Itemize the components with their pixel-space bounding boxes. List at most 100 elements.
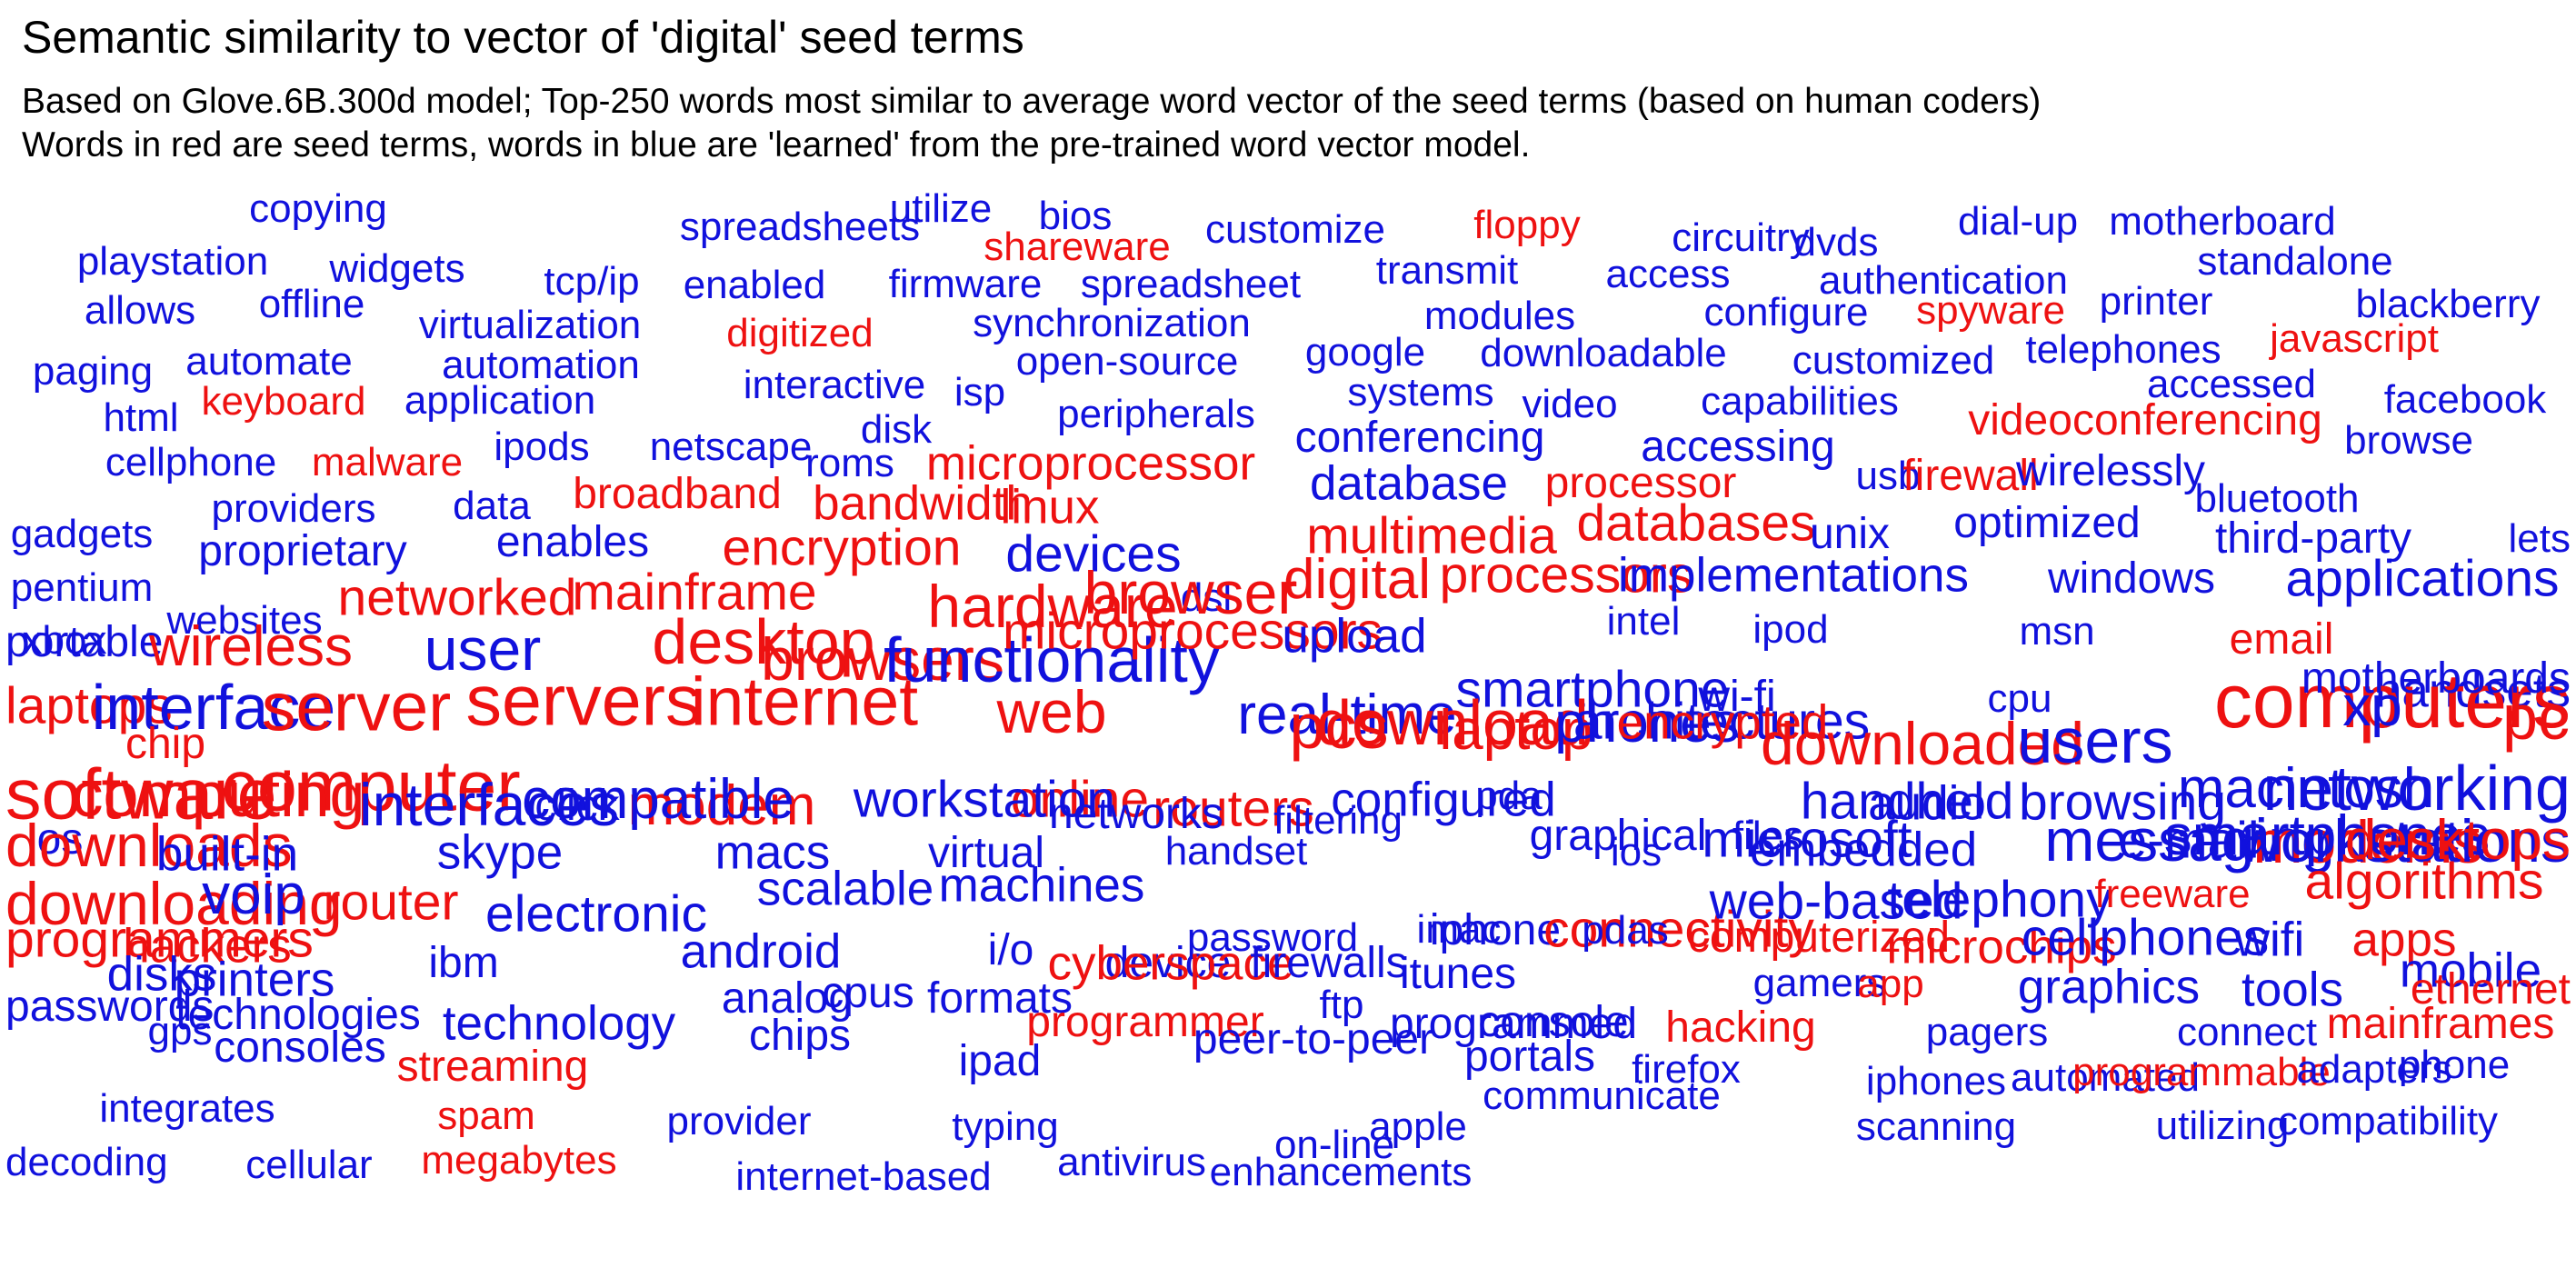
cloud-word-seed: router bbox=[323, 873, 459, 932]
cloud-word-learned: ibm bbox=[428, 939, 499, 987]
cloud-word-learned: voip bbox=[202, 864, 305, 926]
cloud-word-seed: digitized bbox=[726, 311, 874, 355]
cloud-word-learned: graphical bbox=[1529, 812, 1707, 860]
cloud-word-seed: download bbox=[1316, 687, 1589, 758]
cloud-word-learned: internet-based bbox=[735, 1154, 992, 1199]
cloud-word-learned: antivirus bbox=[1057, 1140, 1206, 1184]
cloud-word-learned: isp bbox=[954, 370, 1006, 414]
cloud-word-learned: handset bbox=[1164, 829, 1308, 874]
cloud-word-seed: wireless bbox=[149, 615, 353, 678]
cloud-word-seed: downloads bbox=[5, 812, 293, 879]
cloud-word-seed: encrypted bbox=[1616, 695, 1829, 750]
cloud-word-learned: transmit bbox=[1375, 248, 1519, 293]
cloud-word-learned: compatible bbox=[522, 768, 794, 831]
cloud-word-learned: macs bbox=[714, 825, 831, 880]
cloud-word-learned: browse bbox=[2344, 418, 2473, 463]
cloud-word-learned: compatibility bbox=[2277, 1099, 2499, 1143]
cloud-word-learned: android bbox=[680, 924, 842, 979]
cloud-word-learned: skype bbox=[436, 825, 564, 880]
cloud-word-learned: handsets bbox=[2374, 664, 2571, 718]
cloud-word-learned: console bbox=[1478, 998, 1629, 1046]
cloud-word-learned: virtual bbox=[927, 829, 1045, 877]
cloud-word-learned: offline bbox=[258, 282, 365, 326]
cloud-word-learned: interface bbox=[91, 672, 336, 743]
cloud-word-seed: programmer bbox=[1026, 998, 1264, 1046]
cloud-word-learned: telephones bbox=[2025, 327, 2222, 372]
cloud-word-learned: websites bbox=[166, 598, 323, 643]
cloud-word-learned: users bbox=[2017, 705, 2173, 776]
cloud-word-learned: iphone bbox=[1429, 906, 1562, 954]
cloud-word-seed: broadband bbox=[573, 470, 782, 518]
cloud-word-seed: mainframes bbox=[2326, 1000, 2555, 1048]
cloud-word-learned: graphics bbox=[2017, 960, 2201, 1014]
cloud-word-seed: malware bbox=[311, 440, 464, 484]
cloud-word-learned: spreadsheet bbox=[1080, 262, 1302, 306]
cloud-word-seed: server bbox=[261, 668, 452, 745]
cloud-word-seed: spam bbox=[437, 1093, 535, 1138]
cloud-word-seed: databases bbox=[1576, 494, 1816, 553]
cloud-word-seed: processors bbox=[1439, 545, 1693, 604]
cloud-word-learned: chips bbox=[748, 1012, 852, 1060]
cloud-word-learned: pentium bbox=[10, 565, 154, 610]
cloud-word-learned: application bbox=[404, 378, 596, 423]
cloud-word-learned: tools bbox=[2242, 963, 2343, 1017]
cloud-word-learned: user bbox=[424, 615, 542, 683]
cloud-word-learned: providers bbox=[211, 486, 376, 531]
cloud-word-seed: modems bbox=[2252, 808, 2483, 875]
cloud-word-learned: formats bbox=[926, 974, 1073, 1023]
cloud-word-learned: telephony bbox=[1887, 870, 2112, 929]
cloud-word-seed: routers bbox=[1153, 779, 1314, 838]
cloud-word-seed: megabytes bbox=[421, 1138, 617, 1183]
cloud-word-seed: browsers bbox=[761, 625, 1004, 693]
cloud-word-learned: scalable bbox=[756, 862, 934, 916]
cloud-word-learned: gadgets bbox=[10, 512, 154, 556]
cloud-word-learned: automation bbox=[442, 343, 640, 387]
cloud-word-learned: architectures bbox=[1573, 692, 1871, 751]
cloud-word-learned: machines bbox=[938, 858, 1145, 913]
cloud-word-learned: disks bbox=[106, 947, 217, 1002]
cloud-word-seed: microprocessors bbox=[1002, 602, 1383, 661]
cloud-word-learned: ipad bbox=[958, 1037, 1042, 1085]
cloud-word-learned: mobile bbox=[2399, 944, 2542, 998]
cloud-word-learned: intel bbox=[1606, 599, 1681, 644]
cloud-word-learned: embedded bbox=[1749, 823, 1978, 877]
cloud-word-seed: computer bbox=[221, 744, 521, 826]
cloud-word-learned: roms bbox=[805, 441, 894, 485]
cloud-word-learned: systems bbox=[1347, 370, 1494, 414]
cloud-word-learned: gps bbox=[147, 1009, 213, 1053]
cloud-word-learned: usb bbox=[1855, 454, 1921, 498]
cloud-word-learned: implementations bbox=[1618, 548, 1969, 603]
cloud-word-learned: cpus bbox=[822, 969, 914, 1017]
cloud-word-seed: videoconferencing bbox=[1968, 396, 2322, 444]
cloud-word-seed: javascript bbox=[2270, 316, 2439, 361]
cloud-word-seed: laptop bbox=[1439, 699, 1593, 762]
cloud-word-learned: utilize bbox=[889, 186, 993, 231]
cloud-word-seed: keyboard bbox=[201, 379, 366, 424]
cloud-word-learned: accessed bbox=[2147, 362, 2316, 406]
cloud-word-learned: smartphone bbox=[1455, 660, 1730, 719]
cloud-word-seed: app bbox=[1857, 962, 1924, 1006]
cloud-word-learned: optimized bbox=[1953, 499, 2141, 547]
cloud-word-learned: portals bbox=[1463, 1033, 1596, 1081]
cloud-word-seed: mainframe bbox=[572, 563, 817, 622]
cloud-word-learned: programmed bbox=[1389, 1000, 1638, 1048]
cloud-word-seed: online bbox=[1010, 770, 1150, 829]
cloud-word-seed: hackers bbox=[123, 919, 292, 973]
cloud-word-learned: provider bbox=[666, 1099, 812, 1143]
cloud-word-learned: phones bbox=[1554, 692, 1740, 754]
cloud-word-learned: peer-to-peer bbox=[1193, 1015, 1434, 1063]
cloud-word-learned: interfaces bbox=[358, 771, 620, 838]
cloud-word-learned: printer bbox=[2099, 279, 2213, 324]
cloud-word-learned: cellphone bbox=[105, 440, 277, 484]
cloud-word-learned: proprietary bbox=[198, 527, 407, 575]
cloud-word-seed: computerized bbox=[1687, 914, 1951, 962]
cloud-word-seed: computing bbox=[71, 759, 365, 830]
cloud-word-learned: adapters bbox=[2296, 1047, 2452, 1092]
cloud-word-learned: windows bbox=[2047, 554, 2216, 603]
cloud-word-seed: connectivity bbox=[1543, 900, 1814, 959]
cloud-word-learned: customize bbox=[1204, 207, 1386, 252]
cloud-word-learned: dvds bbox=[1793, 220, 1879, 265]
cloud-word-learned: audio bbox=[1868, 776, 1986, 831]
cloud-word-learned: wi-fi bbox=[1698, 673, 1776, 721]
cloud-word-learned: networking bbox=[2262, 753, 2571, 824]
